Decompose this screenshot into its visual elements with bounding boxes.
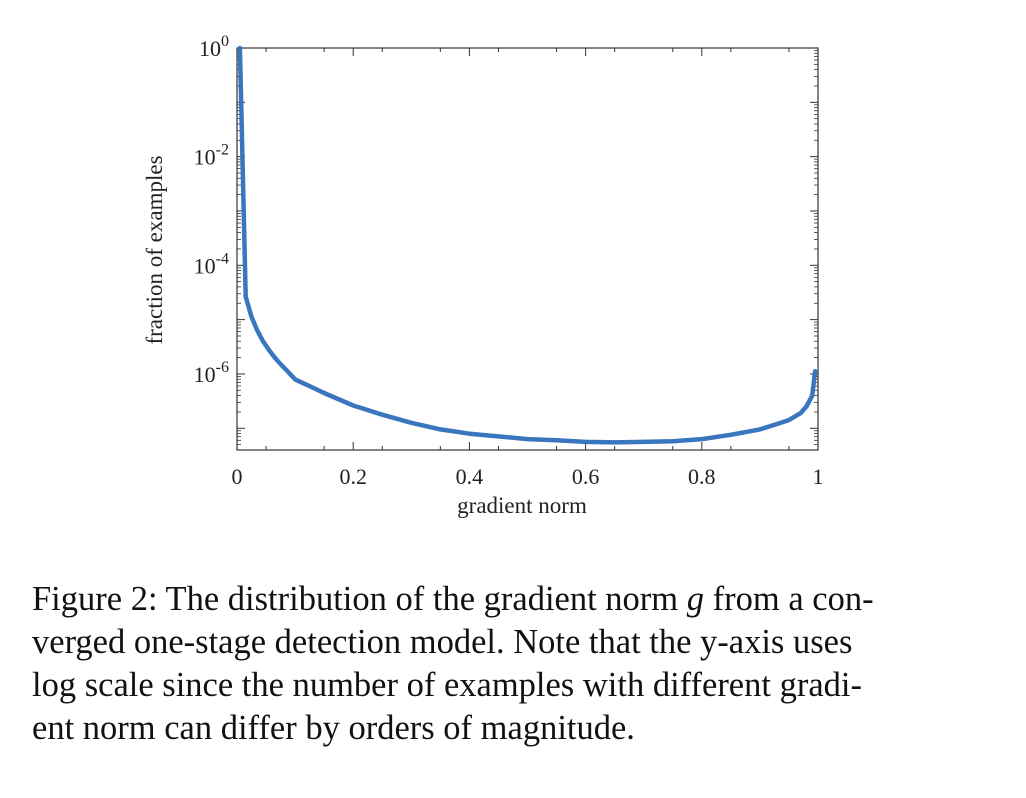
caption-text: Figure 2: The distribution of the gradie… <box>32 580 687 618</box>
x-tick-label: 0.6 <box>572 464 600 489</box>
x-axis-label: gradient norm <box>457 493 587 518</box>
axes <box>236 47 819 451</box>
gradient-norm-chart: 0 0.2 0.4 0.6 0.8 1 100 10-2 10-4 10-6 gradient n… <box>142 33 824 518</box>
y-tick-label: 10-4 <box>194 250 229 278</box>
x-tick-label: 0.4 <box>456 464 484 489</box>
series-line <box>237 45 818 445</box>
series <box>237 45 818 445</box>
caption-text: from a con- <box>704 580 874 618</box>
y-tick-label: 100 <box>199 33 229 61</box>
figure: 0 0.2 0.4 0.6 0.8 1 100 10-2 10-4 10-6 gradient n… <box>142 33 824 518</box>
x-tick-label: 1 <box>813 464 824 489</box>
caption-line-3: log scale since the number of examples w… <box>32 666 862 704</box>
plot-frame <box>236 47 819 451</box>
figure-caption: Figure 2: The distribution of the gradie… <box>32 578 992 750</box>
caption-variable-g: g <box>686 580 705 618</box>
x-tick-label: 0.2 <box>339 464 367 489</box>
ticks <box>236 47 819 451</box>
x-tick-label: 0 <box>232 464 243 489</box>
y-tick-label: 10-2 <box>194 142 229 170</box>
caption-line-1: Figure 2: The distribution of the gradie… <box>32 578 992 621</box>
caption-line-2: verged one-stage detection model. Note t… <box>32 623 853 661</box>
caption-line-4: ent norm can differ by orders of magnitu… <box>32 709 635 747</box>
y-axis-label: fraction of examples <box>142 155 167 344</box>
tick-labels: 0 0.2 0.4 0.6 0.8 1 100 10-2 10-4 10-6 <box>194 33 824 489</box>
x-tick-label: 0.8 <box>688 464 716 489</box>
y-tick-label: 10-6 <box>194 359 229 387</box>
